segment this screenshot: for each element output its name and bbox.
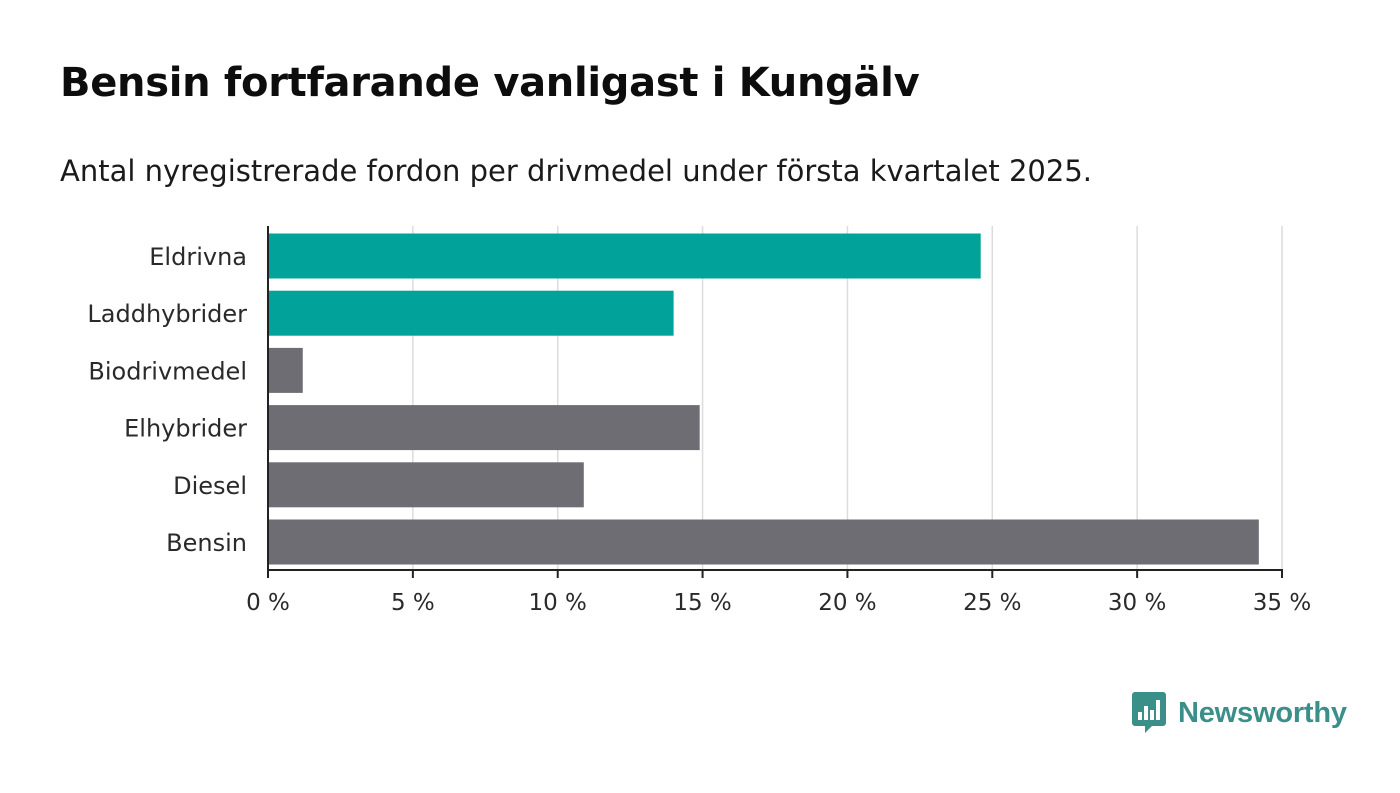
x-tick-label: 35 %: [1253, 590, 1311, 616]
category-label: Elhybrider: [124, 415, 247, 443]
chart-title: Bensin fortfarande vanligast i Kungälv: [60, 60, 920, 106]
bar-biodrivmedel: [268, 347, 303, 393]
chart-subtitle: Antal nyregistrerade fordon per drivmede…: [60, 154, 1093, 188]
bar-diesel: [268, 462, 584, 508]
bar-bensin: [268, 519, 1259, 565]
bar-laddhybrider: [268, 290, 674, 336]
x-tick-label: 5 %: [391, 590, 435, 616]
category-label: Biodrivmedel: [88, 357, 247, 385]
category-label: Bensin: [166, 529, 247, 557]
x-tick-label: 30 %: [1108, 590, 1166, 616]
x-tick-label: 10 %: [528, 590, 586, 616]
x-tick-label: 0 %: [246, 590, 290, 616]
bar-chart-speech-bubble-icon: [1132, 692, 1166, 733]
bar-elhybrider: [268, 405, 700, 451]
x-tick-label: 25 %: [963, 590, 1021, 616]
newsworthy-logo: Newsworthy: [1132, 692, 1347, 734]
category-label: Laddhybrider: [87, 300, 247, 328]
x-tick-label: 20 %: [818, 590, 876, 616]
category-label: Diesel: [173, 472, 247, 500]
x-tick-label: 15 %: [673, 590, 731, 616]
bar-eldrivna: [268, 233, 981, 279]
brand-name: Newsworthy: [1178, 696, 1347, 729]
category-label: Eldrivna: [149, 243, 247, 271]
